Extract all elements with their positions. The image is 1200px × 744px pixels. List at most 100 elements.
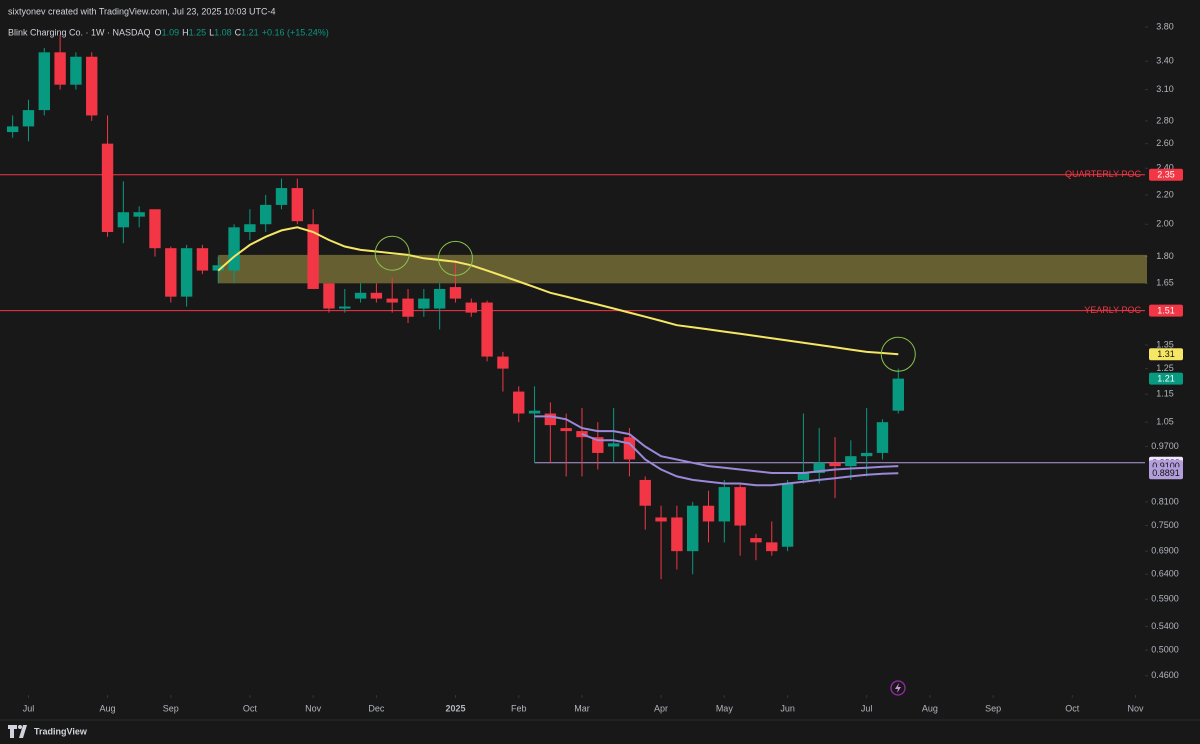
- price-tag-label: 1.31: [1157, 349, 1175, 359]
- price-tag-label: 2.35: [1157, 170, 1175, 180]
- x-tick-label: Aug: [100, 703, 116, 713]
- brand: TradingView: [34, 726, 88, 736]
- candle-body: [418, 298, 430, 309]
- y-tick-label: 0.8100: [1151, 496, 1179, 506]
- y-tick-label: 0.4600: [1151, 670, 1179, 680]
- candle-body: [339, 306, 351, 309]
- lightning-icon: [890, 680, 906, 696]
- y-tick-label: 1.05: [1156, 417, 1174, 427]
- y-tick-label: 0.9700: [1151, 441, 1179, 451]
- marker-circle: [437, 240, 473, 276]
- candle-body: [528, 410, 541, 414]
- y-tick-label: 1.25: [1156, 363, 1174, 373]
- y-tick-label: 0.5900: [1151, 594, 1179, 604]
- candle-body: [560, 428, 572, 432]
- candle-body: [797, 472, 810, 480]
- candle-body: [6, 126, 19, 133]
- y-tick-label: 2.40: [1156, 163, 1174, 173]
- candle-body: [402, 298, 414, 317]
- x-tick-label: Mar: [574, 703, 590, 713]
- x-tick-label: Jun: [780, 703, 795, 713]
- ohlc-key: L: [209, 27, 214, 37]
- x-tick-label: Dec: [368, 703, 385, 713]
- candle-body: [22, 110, 35, 127]
- change-label: +0.16 (+15.24%): [262, 27, 329, 37]
- candle-body: [180, 248, 193, 297]
- candle-body: [133, 212, 145, 217]
- y-tick-label: 0.6900: [1151, 546, 1179, 556]
- ohlc-value: 1.21: [241, 27, 259, 37]
- candle-body: [781, 483, 794, 547]
- candle-body: [671, 517, 683, 552]
- ohlc-key: H: [182, 27, 189, 37]
- x-tick-label: Aug: [922, 703, 938, 713]
- price-tag-label: 0.8891: [1152, 468, 1180, 478]
- y-tick-label: 0.7500: [1151, 520, 1179, 530]
- candle-body: [244, 224, 256, 233]
- indicator-line: [581, 433, 899, 487]
- y-tick-label: 3.40: [1156, 56, 1174, 66]
- candle-body: [117, 212, 130, 228]
- x-tick-label: Oct: [243, 703, 258, 713]
- price-tag: [1149, 304, 1183, 317]
- candle-body: [607, 443, 620, 447]
- candle-body: [101, 143, 114, 233]
- candle-body: [766, 542, 778, 552]
- indicator-line: [534, 415, 899, 474]
- y-tick-label: 3.80: [1156, 21, 1174, 31]
- candle-body: [370, 292, 383, 299]
- x-tick-label: Feb: [511, 703, 527, 713]
- x-tick-label: Oct: [1065, 703, 1080, 713]
- candle-body: [702, 505, 715, 522]
- marker-circle: [880, 336, 916, 372]
- candle-body: [307, 224, 319, 289]
- candle-body: [70, 56, 82, 85]
- ohlc-value: 1.25: [189, 27, 207, 37]
- level-name: YEARLY POC: [1084, 305, 1141, 315]
- candle-body: [54, 52, 66, 85]
- attribution: sixtyonev created with TradingView.com, …: [8, 6, 275, 16]
- candle-body: [845, 456, 857, 467]
- marker-circle: [374, 235, 410, 271]
- candle-body: [212, 265, 224, 271]
- y-tick-label: 2.00: [1156, 219, 1174, 229]
- ohlc-key: O: [155, 27, 162, 37]
- candle-body: [449, 287, 462, 299]
- x-tick-label: 2025: [445, 703, 465, 713]
- price-tag: [1149, 372, 1183, 385]
- candle-body: [291, 188, 304, 222]
- candle-body: [687, 505, 699, 552]
- y-tick-label: 1.80: [1156, 251, 1174, 261]
- candle-body: [576, 431, 588, 438]
- y-tick-label: 0.6400: [1151, 569, 1179, 579]
- price-tag-label: 0.9100: [1152, 461, 1180, 471]
- candle-body: [323, 283, 335, 309]
- indicator-line: [217, 226, 899, 356]
- y-tick-label: 2.20: [1156, 189, 1174, 199]
- candle-body: [149, 209, 161, 249]
- candle-body: [892, 378, 904, 411]
- candle-body: [734, 487, 746, 526]
- candle-body: [813, 462, 825, 473]
- candle-body: [592, 437, 604, 453]
- candle-body: [259, 204, 272, 225]
- candle-body: [228, 227, 240, 271]
- x-tick-label: Nov: [1128, 703, 1145, 713]
- candle-body: [750, 538, 762, 543]
- x-tick-label: Sep: [985, 703, 1001, 713]
- price-tag-label: 1.21: [1157, 373, 1175, 383]
- price-tag-label: 1.51: [1157, 305, 1175, 315]
- price-tag: [1149, 168, 1183, 181]
- y-tick-label: 0.5400: [1151, 621, 1179, 631]
- x-tick-label: Apr: [654, 703, 668, 713]
- candle-body: [829, 462, 841, 467]
- x-tick-label: Sep: [163, 703, 179, 713]
- tradingview-logo: [8, 725, 27, 738]
- candle-body: [860, 452, 873, 457]
- candle-body: [513, 391, 525, 414]
- candle-body: [623, 437, 636, 460]
- x-tick-label: Nov: [305, 703, 322, 713]
- ohlc-key: C: [235, 27, 242, 37]
